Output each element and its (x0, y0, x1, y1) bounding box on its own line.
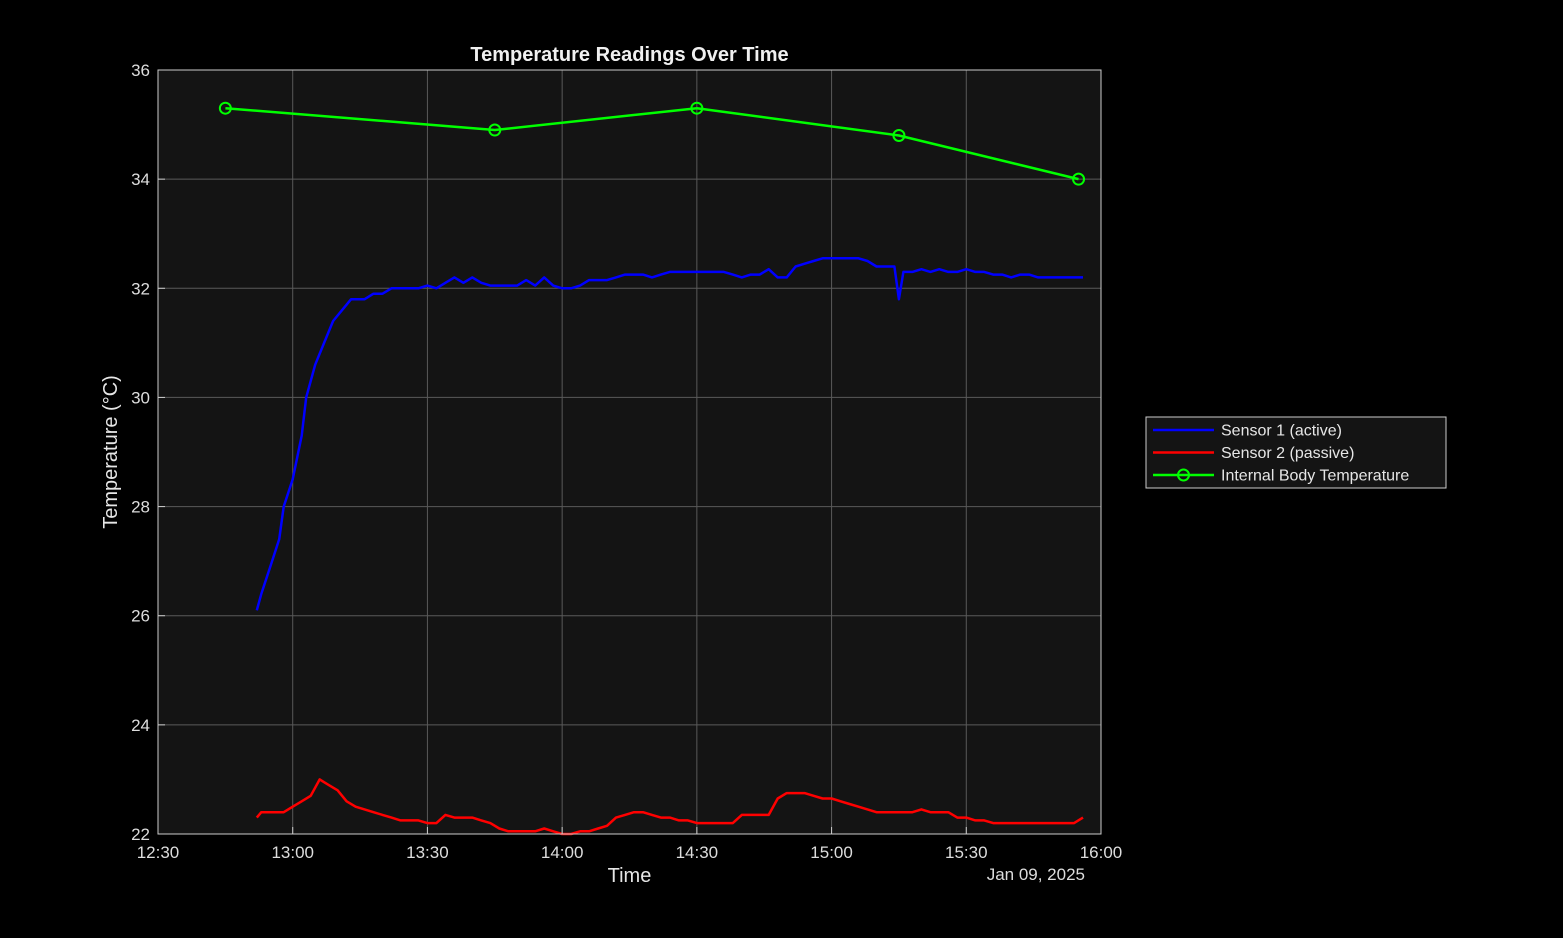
legend-label-sensor-2-passive: Sensor 2 (passive) (1221, 445, 1354, 462)
x-tick-label: 15:00 (810, 843, 853, 862)
y-tick-label: 36 (131, 61, 150, 80)
legend-label-internal-body-temperature: Internal Body Temperature (1221, 468, 1409, 485)
y-tick-label: 22 (131, 825, 150, 844)
series-line-sensor-2-passive (255, 778, 1084, 836)
x-tick-label: 16:00 (1080, 843, 1123, 862)
series-line-sensor-1-active (255, 257, 1083, 611)
y-tick-label: 24 (131, 716, 150, 735)
x-tick-label: 15:30 (945, 843, 988, 862)
data-point-internal-body-temperature (892, 128, 906, 142)
x-tick-label: 13:00 (271, 843, 314, 862)
x-axis-label: Time (608, 865, 652, 887)
x-tick-label: 14:00 (541, 843, 584, 862)
series-line-internal-body-temperature (225, 106, 1079, 181)
date-label: Jan 09, 2025 (987, 865, 1085, 884)
legend: Sensor 1 (active) Sensor 2 (passive) Inter… (1145, 416, 1447, 489)
y-tick-label: 26 (131, 607, 150, 626)
data-point-internal-body-temperature (488, 123, 502, 137)
data-point-internal-body-temperature (1072, 172, 1086, 186)
y-tick-label: 32 (131, 279, 150, 298)
legend-label-sensor-1-active: Sensor 1 (active) (1221, 423, 1342, 440)
chart-title: Temperature Readings Over Time (470, 44, 788, 66)
y-tick-label: 34 (131, 170, 150, 189)
tick-labels: 12:30 13:00 13:30 14:00 14:30 15:00 15:30 16:00… (131, 61, 1122, 862)
data-point-internal-body-temperature (690, 101, 704, 115)
grid (158, 70, 1101, 834)
y-tick-label: 28 (131, 498, 150, 517)
axes-border (157, 69, 1102, 835)
legend-marker-internal-body-temperature (1177, 468, 1190, 482)
x-tick-label: 14:30 (676, 843, 719, 862)
x-tick-label: 13:30 (406, 843, 449, 862)
y-axis-label: Temperature (°C) (100, 375, 122, 529)
plot-area (158, 70, 1101, 834)
x-tick-label: 12:30 (137, 843, 180, 862)
y-tick-label: 30 (131, 388, 150, 407)
data-point-internal-body-temperature (218, 101, 232, 115)
series-layer (218, 101, 1086, 836)
